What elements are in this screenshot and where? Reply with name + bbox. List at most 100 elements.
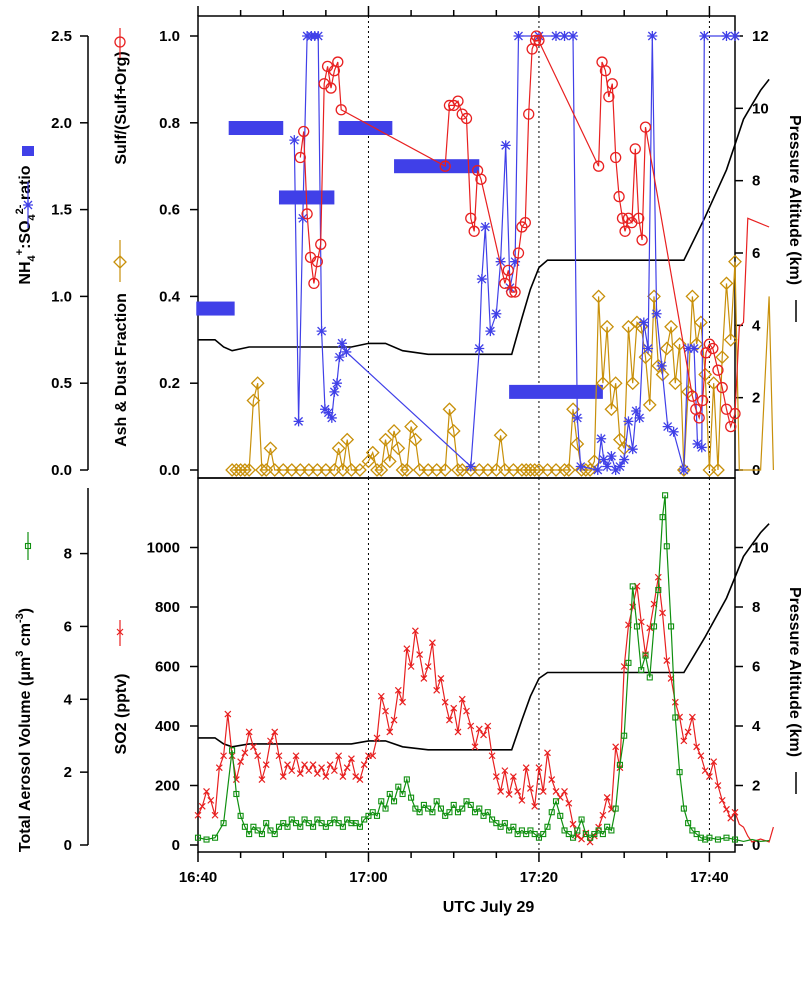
ash_dust-point — [255, 463, 269, 477]
ratio-point — [592, 465, 603, 475]
ratio-point — [596, 433, 607, 444]
ash_dust-point — [527, 463, 542, 477]
altitude-axis-label-bottom: Pressure Altitude (km) — [786, 587, 803, 757]
ratio-label-part: 4 — [26, 254, 38, 261]
ratio-label-part: ratio — [17, 165, 34, 204]
ash_dust-point — [715, 350, 730, 365]
so2-point — [322, 773, 330, 780]
so2-point — [659, 609, 666, 617]
volume-point — [489, 816, 496, 823]
ratio-point — [619, 454, 630, 465]
volume-label-part: ) — [17, 608, 34, 613]
volume-point — [275, 823, 283, 830]
so2-point — [480, 731, 487, 739]
ratio-label-part: 2- — [14, 204, 26, 214]
volume-point — [510, 823, 517, 830]
volume-axis-tick-label: 0 — [64, 837, 72, 854]
volume-point — [361, 816, 368, 823]
ratio-point — [297, 213, 308, 224]
so2-point — [522, 764, 530, 772]
ash_dust-point — [391, 441, 406, 456]
so2-axis-tick-label: 600 — [155, 659, 180, 676]
volume-point — [348, 820, 355, 827]
so2-point — [680, 737, 688, 745]
ratio-point — [326, 412, 337, 423]
ratio-point — [647, 31, 658, 41]
so2-point — [411, 627, 419, 635]
ratio-point — [572, 412, 583, 423]
ash_dust-point — [672, 337, 687, 352]
ash_dust-point — [438, 463, 453, 477]
so2-point — [731, 808, 739, 816]
volume-point — [297, 823, 304, 830]
altitude-axis-bottom-tick-label: 4 — [752, 718, 761, 735]
ratio-point — [689, 343, 700, 354]
so2-point — [561, 788, 568, 795]
sulf_frac-point — [332, 56, 344, 68]
sulf_frac-point — [301, 208, 313, 220]
so2-point — [386, 728, 394, 736]
volume-point — [599, 831, 606, 838]
volume-point — [484, 809, 491, 816]
so2-point — [463, 707, 470, 715]
ratio-axis-label: NH4+:SO42- ratio — [14, 165, 38, 284]
so2-point — [723, 805, 730, 813]
ratio-point — [289, 135, 300, 146]
ratio-point — [329, 386, 340, 397]
ratio-point — [696, 442, 707, 453]
sulf_frac-point — [452, 95, 464, 107]
ratio-average-legend-swatch — [22, 146, 34, 156]
volume-point — [250, 823, 257, 830]
ash_dust-point — [693, 315, 708, 330]
volume-point — [662, 492, 669, 499]
volume-point — [565, 831, 572, 838]
ash-legend-marker — [113, 255, 127, 269]
so2-point — [377, 692, 385, 700]
altitude-axis-bottom-tick-label: 8 — [752, 599, 760, 616]
volume-point — [663, 543, 670, 550]
altitude-axis-bottom-tick-label: 2 — [752, 778, 760, 795]
ash_dust-point — [604, 402, 619, 417]
volume-point — [378, 798, 385, 805]
ash_dust-point — [237, 463, 252, 477]
so2-point — [258, 776, 266, 783]
ash_dust-point — [442, 402, 457, 417]
so2-point — [318, 764, 326, 772]
so2-point — [497, 788, 505, 795]
so2-point — [360, 761, 368, 769]
volume-point — [305, 820, 312, 827]
volume-point — [280, 820, 287, 827]
sulf_frac-point — [686, 390, 699, 402]
so2-point — [424, 663, 432, 670]
ratio-average-bar — [228, 121, 284, 136]
so2-point — [309, 761, 317, 769]
fraction-axis-tick-label: 0.0 — [159, 462, 180, 479]
so2-point — [548, 776, 556, 783]
volume-point — [211, 834, 219, 841]
sulf_frac-point — [335, 104, 347, 116]
volume-point — [697, 834, 704, 841]
volume-point — [429, 809, 436, 816]
ash_dust-point — [451, 463, 465, 477]
so2-point — [514, 788, 522, 795]
sulf_frac-point — [439, 160, 451, 172]
volume-point — [548, 809, 555, 816]
top-panel: 0.00.51.01.52.02.50.00.20.40.60.81.00246… — [14, 6, 803, 479]
so2-point — [292, 752, 300, 760]
ash_dust-point — [595, 376, 610, 391]
so2-point — [450, 704, 458, 712]
volume-point — [680, 805, 687, 812]
ratio-average-bar — [338, 121, 393, 136]
top-plot-frame — [197, 15, 736, 479]
volume-point — [395, 783, 402, 790]
volume-point — [237, 812, 244, 819]
volume-point — [646, 674, 653, 681]
ash_dust-point — [361, 454, 376, 469]
so2-point — [220, 752, 227, 760]
so2-point — [313, 770, 321, 778]
so2-point — [531, 802, 539, 810]
ratio-point — [668, 426, 679, 437]
altitude-axis-top-tick-label: 4 — [752, 317, 761, 334]
so2-axis-tick-label: 200 — [155, 778, 180, 795]
ratio-point — [656, 360, 667, 371]
